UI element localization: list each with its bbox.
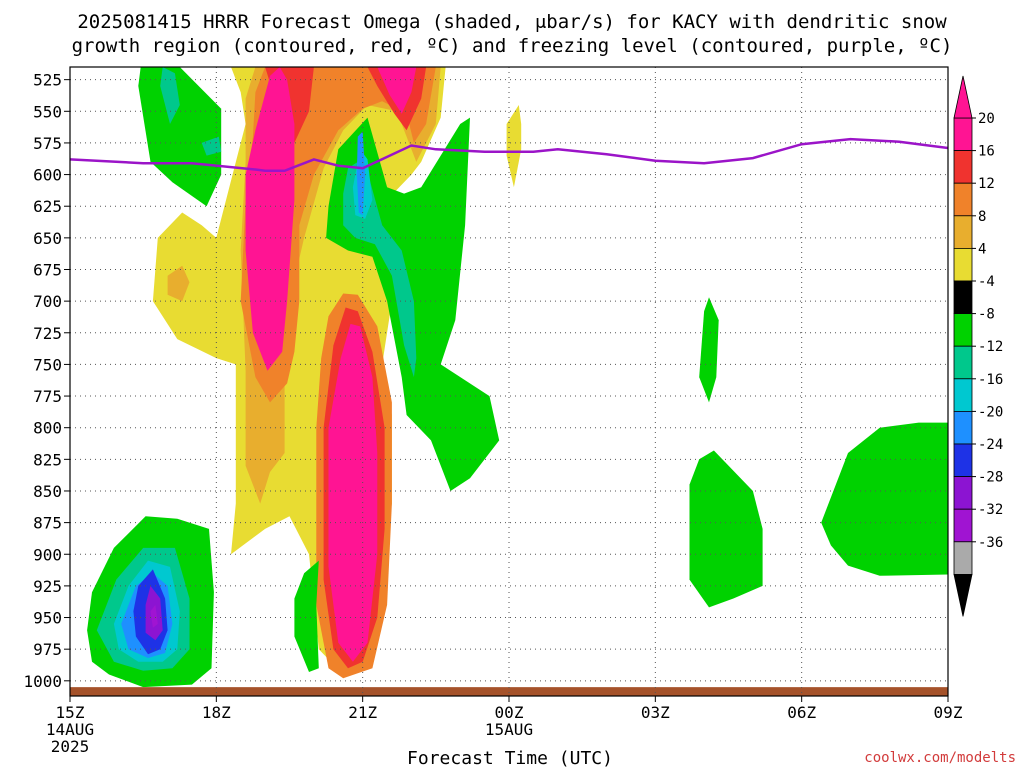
x-axis-label: Forecast Time (UTC) (407, 748, 613, 768)
y-tick-label: 700 (33, 292, 62, 311)
colorbar-tick-label: 20 (978, 111, 995, 127)
x-tick-label: 09Z (934, 703, 963, 722)
colorbar-bin-purple (953, 476, 973, 510)
omega-region-green (821, 422, 948, 576)
colorbar-bin-violet (953, 508, 973, 543)
y-tick-label: 825 (33, 450, 62, 469)
omega-region-yellow (506, 105, 522, 188)
y-tick-label: 600 (33, 166, 62, 185)
x-tick-label: 21Z (348, 703, 377, 722)
omega-region-green (138, 67, 222, 207)
x-tick-label: 03Z (641, 703, 670, 722)
omega-region-magenta (245, 67, 295, 371)
colorbar-tick-label: -24 (978, 437, 1003, 453)
colorbar-tick-label: 4 (978, 241, 986, 257)
omega-region-violet (150, 604, 158, 628)
y-tick-label: 950 (33, 609, 62, 628)
colorbar-bin-green (953, 313, 973, 347)
x-tick-label: 15Z (56, 703, 85, 722)
omega-region-magenta (377, 67, 417, 114)
colorbar-tick-label: -16 (978, 372, 1003, 388)
x-tick-year: 2025 (51, 737, 90, 756)
omega-region-seagreen (201, 136, 222, 156)
y-tick-label: 800 (33, 419, 62, 438)
y-tick-label: 725 (33, 324, 62, 343)
ground-surface (70, 687, 948, 696)
freezing-level-line (70, 137, 948, 173)
colorbar-tick-label: -20 (978, 404, 1003, 420)
colorbar-tick-label: -4 (978, 274, 995, 290)
colorbar-bin-gold (953, 215, 973, 249)
colorbar-bin-magenta (953, 117, 973, 151)
omega-region-green (699, 297, 719, 403)
omega-region-green (294, 560, 319, 672)
colorbar-bin-gray (953, 541, 973, 575)
colorbar-bin-seagreen (953, 345, 973, 380)
y-tick-label: 875 (33, 514, 62, 533)
x-tick-label: 06Z (787, 703, 816, 722)
colorbar-bottom-arrow (953, 574, 973, 617)
y-tick-label: 625 (33, 197, 62, 216)
colorbar-bin-cyan (953, 378, 973, 412)
colorbar-tick-label: -12 (978, 339, 1003, 355)
colorbar-bin-yellow (953, 247, 973, 282)
chart-title-line2: growth region (contoured, red, ºC) and f… (72, 35, 953, 57)
omega-region-green (689, 450, 763, 608)
colorbar-bin-blue (953, 443, 973, 477)
chart-title-line1: 2025081415 HRRR Forecast Omega (shaded, … (77, 11, 947, 33)
y-tick-label: 975 (33, 640, 62, 659)
omega-region-seagreen (160, 67, 180, 124)
y-tick-label: 775 (33, 387, 62, 406)
y-tick-label: 525 (33, 71, 62, 90)
colorbar-tick-label: 12 (978, 176, 995, 192)
colorbar-tick-label: -36 (978, 535, 1003, 551)
y-tick-label: 900 (33, 545, 62, 564)
colorbar-bin-lightblue (953, 410, 973, 445)
colorbar-bin-orange (953, 182, 973, 217)
y-tick-label: 925 (33, 577, 62, 596)
omega-region-magenta (328, 323, 378, 662)
y-tick-label: 750 (33, 355, 62, 374)
colorbar: 20 16 12 8 4 -4 -8 -12 -16 -20 -24 -28 -32 -36 (953, 75, 1003, 617)
colorbar-bin-red (953, 150, 973, 184)
y-tick-label: 850 (33, 482, 62, 501)
colorbar-tick-label: -32 (978, 502, 1003, 518)
omega-region-gold (167, 265, 190, 302)
colorbar-tick-label: 8 (978, 209, 986, 225)
plot-area: 525 550 575 600 625 650 675 700 725 750 775 800 825 8… (23, 66, 963, 756)
y-tick-label: 1000 (23, 672, 62, 691)
x-tick-date: 15AUG (485, 720, 533, 739)
colorbar-bin-white (953, 280, 973, 314)
y-tick-label: 675 (33, 260, 62, 279)
colorbar-tick-label: 16 (978, 144, 995, 160)
y-tick-label: 575 (33, 134, 62, 153)
x-tick-date: 14AUG (46, 720, 94, 739)
credit-link[interactable]: coolwx.com/modelts (864, 750, 1016, 766)
omega-shading (70, 67, 948, 696)
colorbar-tick-label: -8 (978, 307, 995, 323)
x-tick-label: 18Z (202, 703, 231, 722)
colorbar-tick-label: -28 (978, 470, 1003, 486)
colorbar-top-arrow (953, 75, 973, 119)
x-tick-label: 00Z (495, 703, 524, 722)
y-tick-label: 650 (33, 229, 62, 248)
y-tick-label: 550 (33, 102, 62, 121)
